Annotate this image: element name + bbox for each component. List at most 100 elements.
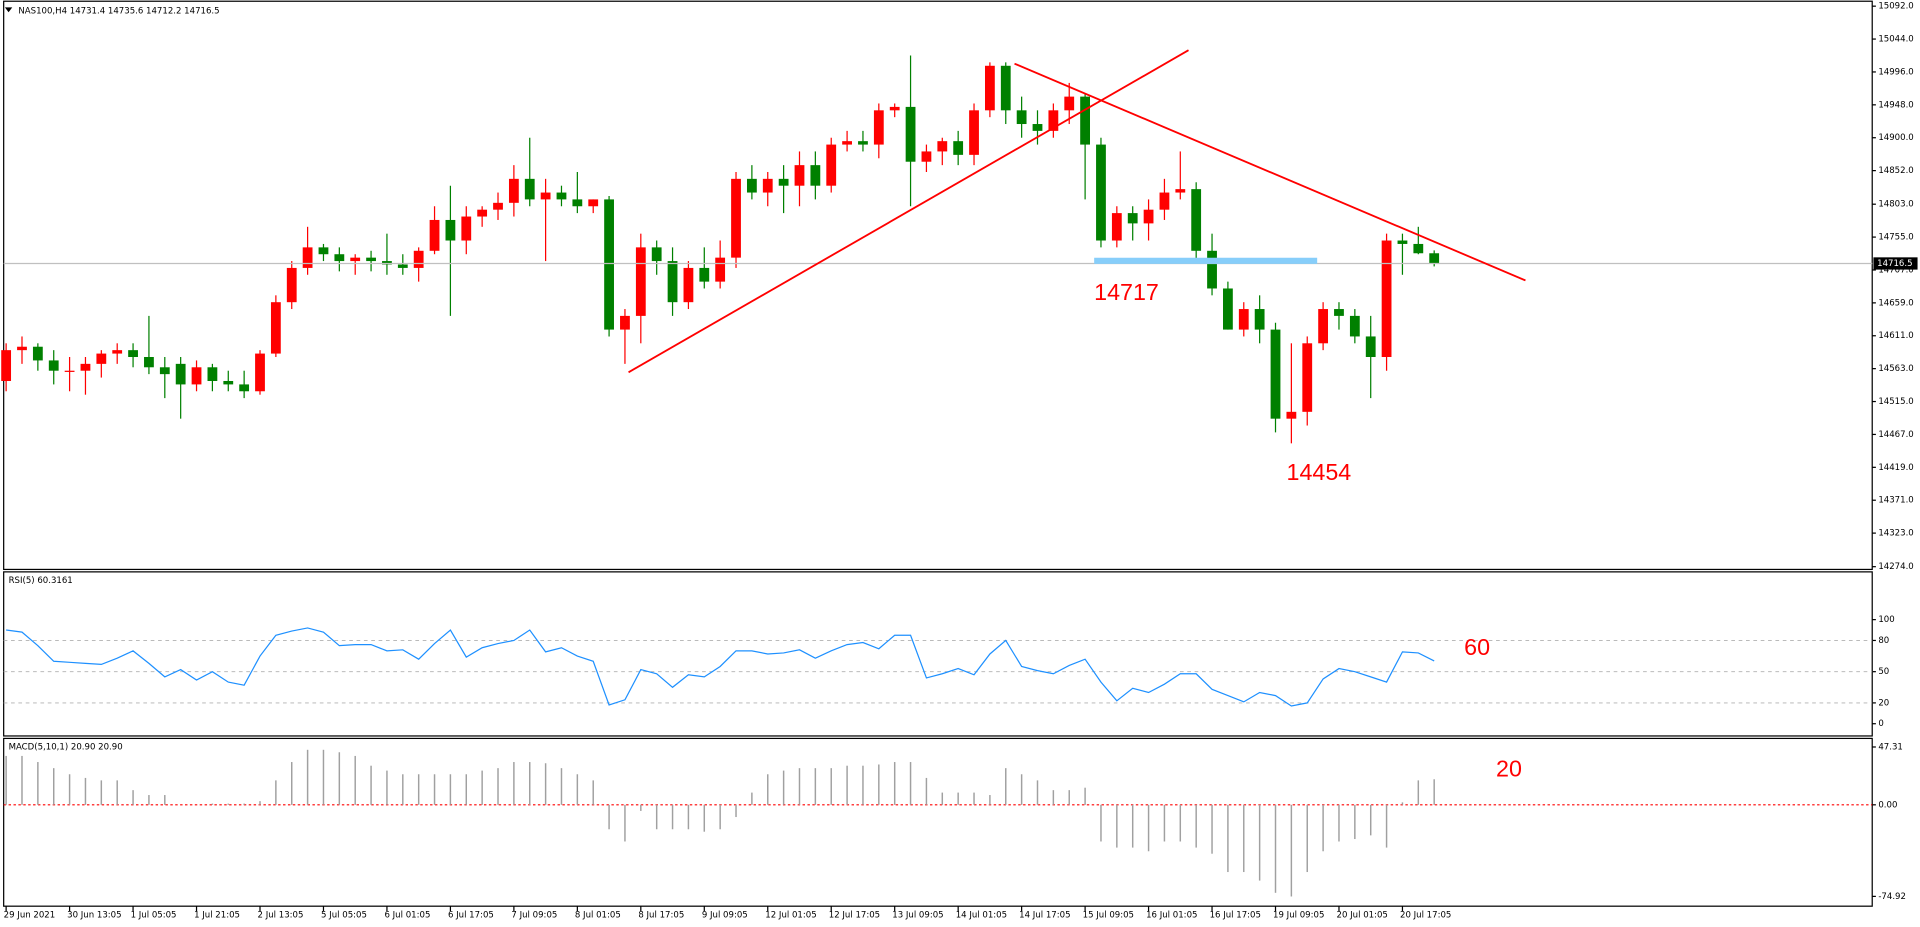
y-tick-label: 14803.0 <box>1878 200 1913 210</box>
y-tick-label: 50 <box>1878 667 1889 677</box>
candle-body <box>334 254 345 262</box>
candle-body <box>302 247 313 268</box>
candle-body <box>159 367 170 375</box>
x-tick-label: 6 Jul 01:05 <box>384 910 430 920</box>
candle-body <box>715 257 726 282</box>
y-tick-label: 14371.0 <box>1878 496 1913 506</box>
candle-body <box>746 178 757 193</box>
price-tag <box>1873 257 1918 270</box>
candle-body <box>144 357 154 368</box>
candle-body <box>1429 253 1440 264</box>
candle-body <box>1080 96 1091 145</box>
candle-body <box>651 247 662 262</box>
candle-body <box>207 367 218 381</box>
x-tick-label: 13 Jul 09:05 <box>892 910 943 920</box>
y-tick-label: 14707.0 <box>1878 265 1913 275</box>
candle-body <box>1127 213 1138 224</box>
x-tick-label: 19 Jul 09:05 <box>1273 910 1324 920</box>
candle-body <box>604 199 614 330</box>
candle-body <box>17 346 27 351</box>
y-tick-label: 14274.0 <box>1878 562 1913 572</box>
x-tick-label: 8 Jul 01:05 <box>575 910 621 920</box>
y-tick-label: 14948.0 <box>1878 100 1913 110</box>
candle-body <box>1111 213 1122 241</box>
x-tick-label: 16 Jul 01:05 <box>1146 910 1197 920</box>
candle-body <box>429 219 440 251</box>
x-tick-label: 16 Jul 17:05 <box>1210 910 1261 920</box>
y-tick-label: 14996.0 <box>1878 67 1913 77</box>
candle-body <box>588 199 599 207</box>
macd-panel <box>3 737 1873 907</box>
price-tag-label: 14716.5 <box>1877 259 1912 269</box>
candle-body <box>826 144 837 186</box>
y-tick-label: 20 <box>1878 698 1889 708</box>
y-tick-label: 14852.0 <box>1878 166 1913 176</box>
candle-body <box>1143 209 1154 224</box>
x-tick-label: 6 Jul 17:05 <box>448 910 494 920</box>
candle-body <box>1159 192 1170 210</box>
y-tick-label: 0.00 <box>1878 800 1897 810</box>
y-tick-label: 14563.0 <box>1878 364 1913 374</box>
candle-body <box>1334 309 1344 316</box>
candle-body <box>953 141 964 155</box>
candle-body <box>1302 343 1313 412</box>
candle-body <box>1413 243 1424 254</box>
menu-arrow[interactable] <box>4 7 13 13</box>
x-tick-label: 12 Jul 01:05 <box>765 910 816 920</box>
candle-body <box>48 360 59 371</box>
candle-body <box>191 367 202 385</box>
candle-body <box>1048 110 1059 131</box>
candle-body <box>635 247 646 316</box>
candle-body <box>318 247 329 255</box>
candle-body <box>477 209 488 217</box>
candle-body <box>1191 189 1202 251</box>
candle-body <box>762 178 773 193</box>
candle-body <box>921 151 932 162</box>
x-tick-label: 14 Jul 17:05 <box>1019 910 1070 920</box>
candle-body <box>223 380 234 385</box>
x-tick-label: 14 Jul 01:05 <box>956 910 1007 920</box>
candle-body <box>1016 110 1027 125</box>
candle-body <box>1000 65 1011 111</box>
y-tick-label: 14419.0 <box>1878 463 1913 473</box>
x-tick-label: 15 Jul 09:05 <box>1083 910 1134 920</box>
candle-body <box>842 141 852 145</box>
y-tick-label: 14323.0 <box>1878 529 1913 539</box>
candle-body <box>96 353 107 364</box>
y-tick-label: 14467.0 <box>1878 430 1913 440</box>
candle-body <box>270 302 281 354</box>
candle-body <box>397 264 408 268</box>
candle-body <box>778 178 789 186</box>
candle-body <box>873 110 884 145</box>
candle-body <box>937 141 948 152</box>
candle-body <box>1254 309 1265 330</box>
candle-body <box>445 219 456 241</box>
candle-body <box>382 261 392 265</box>
y-tick-label: 14900.0 <box>1878 133 1913 143</box>
y-tick-label: 47.31 <box>1878 742 1903 752</box>
candle-body <box>620 315 630 330</box>
candle-body <box>683 267 694 303</box>
candle-body <box>1032 124 1043 131</box>
x-tick-label: 1 Jul 05:05 <box>131 910 177 920</box>
x-tick-label: 7 Jul 09:05 <box>511 910 557 920</box>
candle-body <box>1238 309 1249 330</box>
macd-title: MACD(5,10,1) 20.90 20.90 <box>9 742 123 752</box>
candle-body <box>1223 288 1233 330</box>
chart-title: NAS100,H4 14731.4 14735.6 14712.2 14716.… <box>18 7 219 17</box>
candle-body <box>810 165 821 186</box>
y-tick-label: 14515.0 <box>1878 397 1913 407</box>
candle-body <box>905 106 916 162</box>
rsi-line <box>6 627 1435 707</box>
annotation: 14717 <box>1094 279 1159 305</box>
candle-body <box>1270 329 1281 419</box>
y-tick-label: 15044.0 <box>1878 35 1913 45</box>
candle-body <box>493 202 503 210</box>
candle-body <box>889 106 900 111</box>
x-tick-label: 9 Jul 09:05 <box>702 910 748 920</box>
x-tick-label: 5 Jul 05:05 <box>321 910 367 920</box>
candle-body <box>699 267 710 282</box>
trendline <box>1014 62 1526 282</box>
